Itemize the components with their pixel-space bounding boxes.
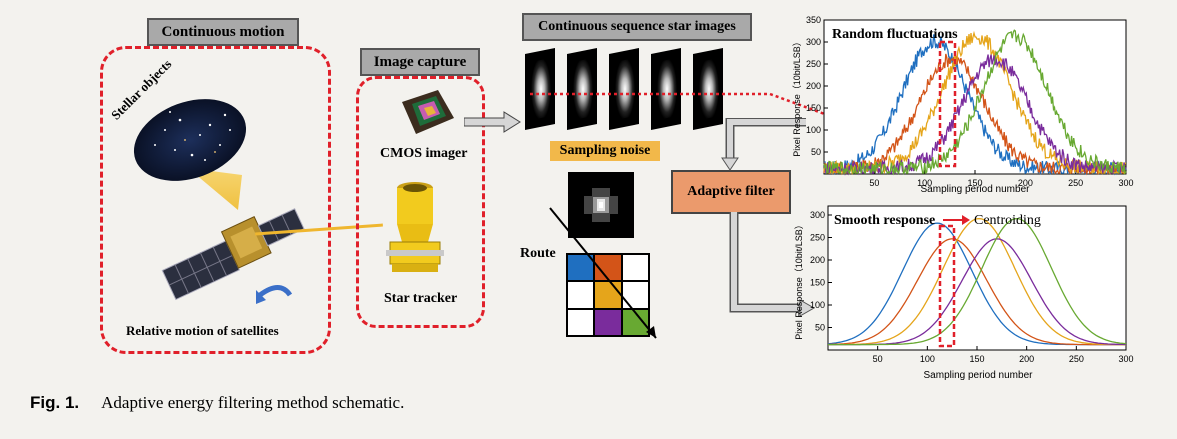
top-chart-highlight [938, 40, 957, 168]
grid-cell-1 [567, 254, 595, 282]
xtick-label: 100 [917, 178, 932, 188]
continuous-motion-panel [100, 46, 331, 354]
ytick-label: 150 [806, 103, 821, 113]
stars [154, 111, 231, 161]
top-chart-ylabel: Pixel Response（10bit/LSB） [792, 37, 802, 157]
star-tracker-label: Star tracker [384, 291, 458, 306]
series-line [828, 217, 1127, 346]
top-chart: 50 100 150 200 250 300 350 50 100 150 200 250 300 R… [792, 15, 1134, 195]
frame-4 [651, 48, 681, 130]
series-line [828, 238, 1126, 346]
xtick-label: 50 [869, 178, 879, 188]
cmos-chip-icon [402, 90, 454, 134]
ytick-label: 150 [810, 278, 825, 288]
series-line [828, 217, 1126, 346]
light-cone [188, 168, 242, 210]
bottom-chart-ylabel: Pixel Response（10bit/LSB） [794, 220, 804, 340]
frame-2 [567, 48, 597, 130]
xtick-label: 150 [967, 178, 982, 188]
grid-cell-6 [621, 281, 649, 309]
ytick-label: 200 [810, 255, 825, 265]
grid-cell-5 [594, 281, 622, 309]
xtick-label: 50 [873, 354, 883, 364]
ytick-label: 250 [810, 233, 825, 243]
bottom-chart: 50 100 150 200 250 300 50 100 150 200 250 300 Smoo… [794, 205, 1134, 381]
stellar-illustration [133, 99, 305, 304]
xtick-label: 200 [1018, 178, 1033, 188]
bottom-chart-series [827, 217, 1127, 346]
image-capture-title: Image capture [360, 48, 480, 76]
xtick-label: 300 [1118, 178, 1133, 188]
filter-arrows [721, 118, 816, 317]
bottom-chart-xticks: 50 100 150 200 250 300 [873, 346, 1134, 364]
bottom-chart-yticks: 50 100 150 200 250 300 [810, 210, 832, 333]
xtick-label: 250 [1069, 354, 1084, 364]
bottom-chart-title: Smooth response [834, 213, 935, 228]
centroiding-label: Centroiding [974, 213, 1041, 228]
satellite-motion-label: Relative motion of satellites [126, 323, 279, 338]
grid-cell-4 [567, 281, 595, 309]
pixel-grid [566, 253, 650, 337]
figure-label: Fig. 1. [30, 393, 80, 412]
rotation-arrow-icon [258, 285, 293, 298]
cmos-imager-label: CMOS imager [380, 146, 468, 161]
figure-caption-text: Adaptive energy filtering method schemat… [101, 393, 405, 412]
top-chart-yticks: 50 100 150 200 250 300 350 [806, 15, 828, 157]
top-chart-series [823, 29, 1127, 176]
route-label: Route [520, 246, 556, 261]
satellite [161, 208, 305, 301]
sampling-noise-label: Sampling noise [550, 141, 660, 161]
image-capture-panel [356, 76, 485, 328]
xtick-label: 150 [969, 354, 984, 364]
figure-caption: Fig. 1. Adaptive energy filtering method … [30, 393, 404, 413]
ytick-label: 250 [806, 59, 821, 69]
xtick-label: 100 [920, 354, 935, 364]
series-line [823, 29, 1127, 176]
red-dotted-connector [530, 92, 831, 118]
adaptive-filter-box: Adaptive filter [671, 170, 791, 214]
ytick-label: 50 [811, 147, 821, 157]
top-chart-title: Random fluctuations [832, 27, 958, 42]
frame-3 [609, 48, 639, 130]
frame-1 [525, 48, 555, 130]
grid-cell-7 [567, 308, 595, 336]
bottom-chart-xlabel: Sampling period number [924, 370, 1034, 381]
sequence-title: Continuous sequence star images [522, 13, 752, 41]
ytick-label: 200 [806, 81, 821, 91]
grid-cell-3 [621, 254, 649, 282]
ytick-label: 300 [806, 37, 821, 47]
xtick-label: 250 [1068, 178, 1083, 188]
ytick-label: 100 [806, 125, 821, 135]
ytick-label: 300 [810, 210, 825, 220]
frame-5 [693, 48, 723, 130]
xtick-label: 300 [1118, 354, 1133, 364]
xtick-label: 200 [1019, 354, 1034, 364]
route-arrow [549, 207, 657, 339]
top-chart-xlabel: Sampling period number [921, 184, 1031, 195]
continuous-motion-title: Continuous motion [147, 18, 299, 46]
star-field [133, 99, 247, 181]
grid-cell-8 [594, 308, 622, 336]
noise-spot-image [568, 172, 634, 238]
capture-to-sequence-arrow [464, 111, 521, 133]
star-image-sequence [525, 48, 723, 130]
ytick-label: 350 [806, 15, 821, 25]
ytick-label: 50 [815, 323, 825, 333]
ytick-label: 100 [810, 300, 825, 310]
star-tracker-icon [386, 182, 444, 272]
bottom-chart-highlight [938, 224, 956, 348]
